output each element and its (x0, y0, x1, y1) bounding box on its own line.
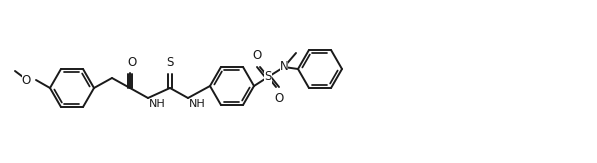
Text: O: O (253, 49, 261, 62)
Text: O: O (275, 92, 284, 105)
Text: O: O (21, 74, 31, 87)
Text: S: S (264, 71, 272, 83)
Text: S: S (167, 56, 174, 69)
Text: NH: NH (189, 99, 206, 109)
Text: O: O (127, 56, 137, 69)
Text: N: N (279, 60, 288, 74)
Text: NH: NH (149, 99, 166, 109)
